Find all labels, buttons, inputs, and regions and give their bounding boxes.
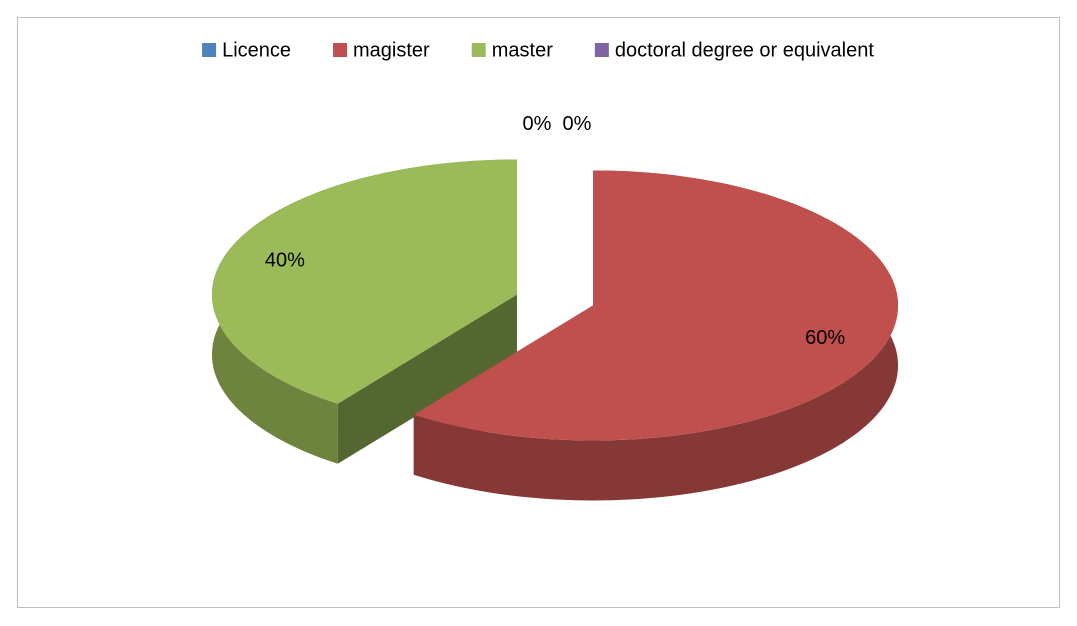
plot-area: 0% 60% 40% 0% <box>212 113 898 501</box>
data-label: 40% <box>265 249 305 271</box>
data-label: 0% <box>523 113 552 135</box>
legend-swatch <box>594 43 609 57</box>
data-label: 0% <box>563 113 592 135</box>
slice-side <box>337 294 517 464</box>
legend: Licence magister master doctoral degree or … <box>202 39 874 61</box>
data-label: 60% <box>805 327 845 349</box>
legend-swatch <box>471 43 486 57</box>
legend-label: doctoral degree or equivalent <box>615 39 875 61</box>
slice <box>413 170 898 441</box>
legend-swatch <box>333 43 348 57</box>
slice <box>212 159 517 404</box>
legend-label: Licence <box>222 39 291 61</box>
legend-swatch <box>202 43 217 57</box>
legend-label: magister <box>353 39 430 61</box>
chart-border <box>17 17 1060 608</box>
legend-label: master <box>492 39 553 61</box>
